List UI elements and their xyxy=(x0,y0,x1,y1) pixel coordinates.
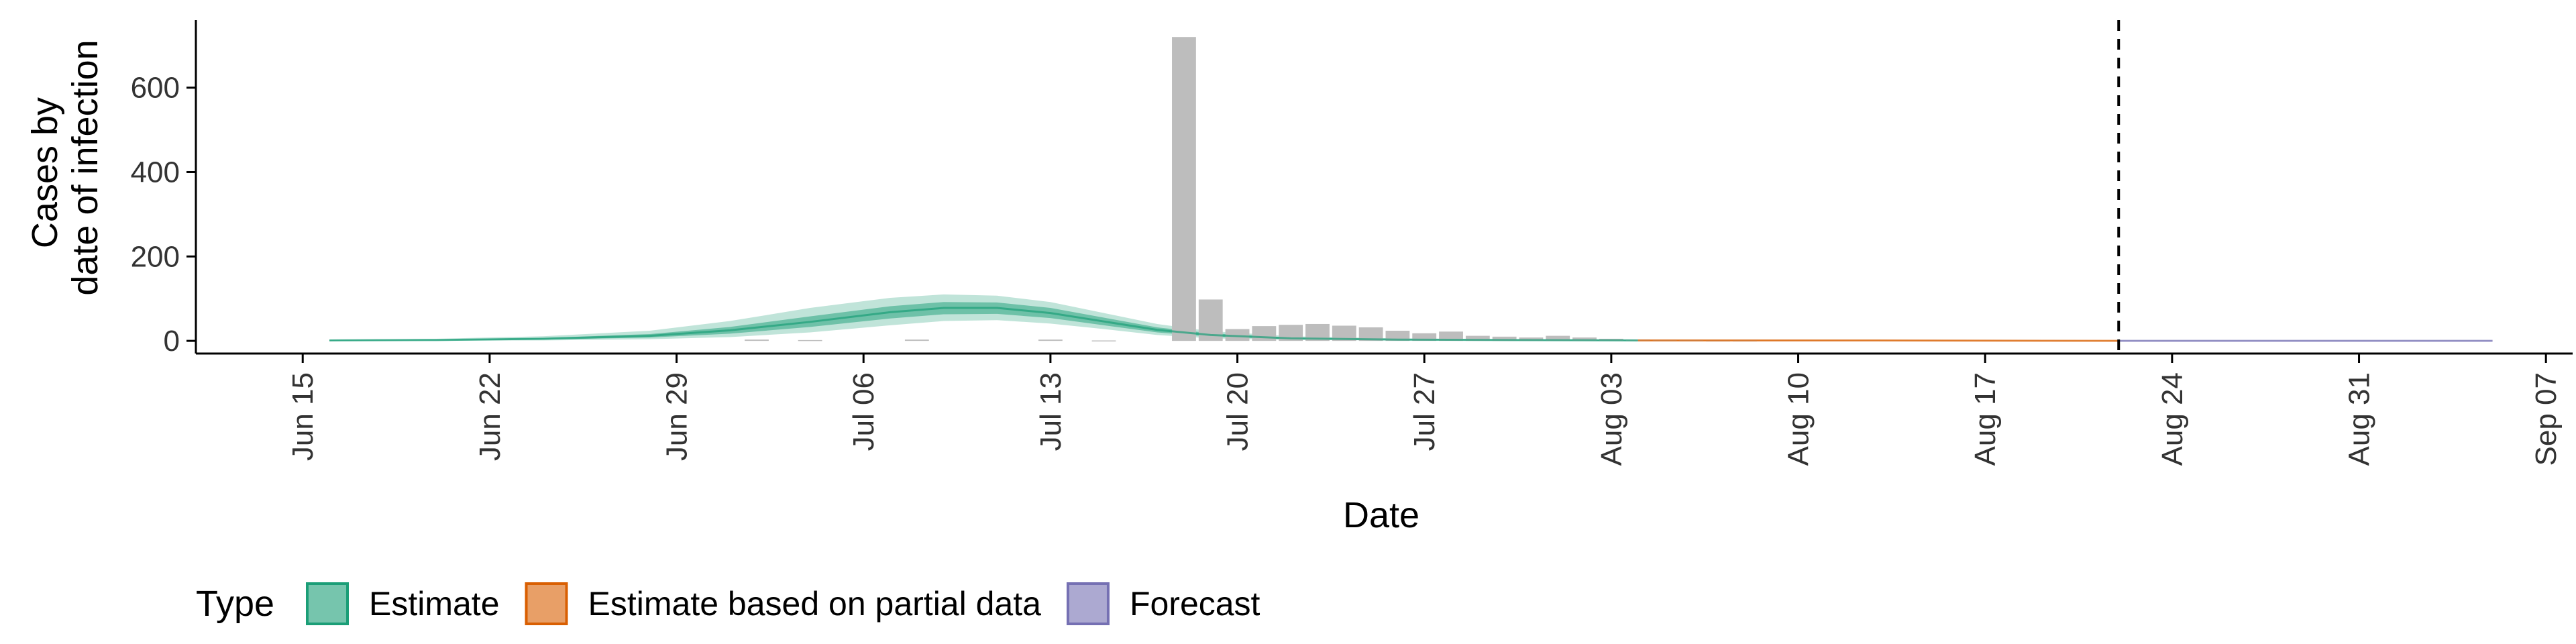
y-tick-label: 400 xyxy=(131,156,180,189)
x-tick-label: Aug 24 xyxy=(2156,372,2189,466)
x-tick-label: Sep 07 xyxy=(2530,372,2563,466)
reported-case-bar xyxy=(1225,329,1250,341)
reported-cases-bars xyxy=(745,37,1757,341)
reported-case-bar xyxy=(1172,37,1196,341)
estimate-ribbon-90 xyxy=(329,294,1638,341)
x-axis-title: Date xyxy=(1343,495,1419,535)
y-tick-label: 200 xyxy=(131,240,180,273)
legend-item-label: Estimate xyxy=(369,585,500,623)
reported-case-bar xyxy=(1279,325,1303,341)
x-tick-label: Jun 15 xyxy=(286,372,319,461)
y-axis-title-line-1: Cases by xyxy=(25,97,65,248)
x-tick-label: Jul 27 xyxy=(1408,372,1441,451)
reported-case-bar xyxy=(1332,325,1356,341)
median-lines-layer xyxy=(329,307,2493,342)
legend-swatch xyxy=(525,582,568,625)
x-axis-ticks: Jun 15 Jun 22 Jun 29 Jul 06 Jul 13 Jul 20 Jul … xyxy=(286,354,2563,466)
reported-case-bar xyxy=(745,339,769,341)
estimate-median-line xyxy=(329,307,1638,341)
x-tick-label: Jul 06 xyxy=(847,372,880,451)
y-tick-label: 600 xyxy=(131,72,180,105)
reported-case-bar xyxy=(1358,327,1383,341)
ribbons-layer xyxy=(329,294,2493,341)
x-tick-label: Aug 31 xyxy=(2343,372,2376,466)
y-axis-ticks: 0 200 400 600 xyxy=(131,72,196,358)
legend-item-label: Forecast xyxy=(1130,585,1260,623)
legend-item-label: Estimate based on partial data xyxy=(588,585,1042,623)
x-tick-label: Jul 20 xyxy=(1222,372,1254,451)
x-tick-label: Aug 03 xyxy=(1595,372,1628,466)
reported-case-bar xyxy=(1412,333,1437,341)
y-axis-title-line-2: date of infection xyxy=(65,40,105,295)
reported-case-bar xyxy=(1492,336,1517,341)
legend-swatch xyxy=(1066,582,1110,625)
reported-case-bar xyxy=(1252,326,1277,341)
y-axis-title: Cases by date of infection xyxy=(25,40,105,295)
legend-swatch xyxy=(306,582,349,625)
legend-title: Type xyxy=(196,584,274,624)
x-tick-label: Jun 22 xyxy=(474,372,506,461)
reported-case-bar xyxy=(1439,331,1463,341)
reported-case-bar xyxy=(904,339,929,341)
x-tick-label: Aug 10 xyxy=(1782,372,1815,466)
y-tick-label: 0 xyxy=(164,325,180,358)
reported-case-bar xyxy=(798,339,822,341)
x-tick-label: Jul 13 xyxy=(1034,372,1067,451)
reported-case-bar xyxy=(1546,335,1570,341)
reported-case-bar xyxy=(1572,337,1597,341)
legend: Type Estimate Estimate based on partial d… xyxy=(196,582,1260,625)
x-tick-label: Aug 17 xyxy=(1969,372,2002,466)
reported-case-bar xyxy=(1091,340,1116,341)
reported-case-bar xyxy=(1385,331,1410,341)
x-tick-label: Jun 29 xyxy=(661,372,694,461)
estimate-ribbon-50 xyxy=(329,302,1638,341)
reported-case-bar xyxy=(1465,335,1490,341)
partial-estimate-median-line xyxy=(1638,339,2119,342)
reported-case-bar xyxy=(1038,339,1063,341)
